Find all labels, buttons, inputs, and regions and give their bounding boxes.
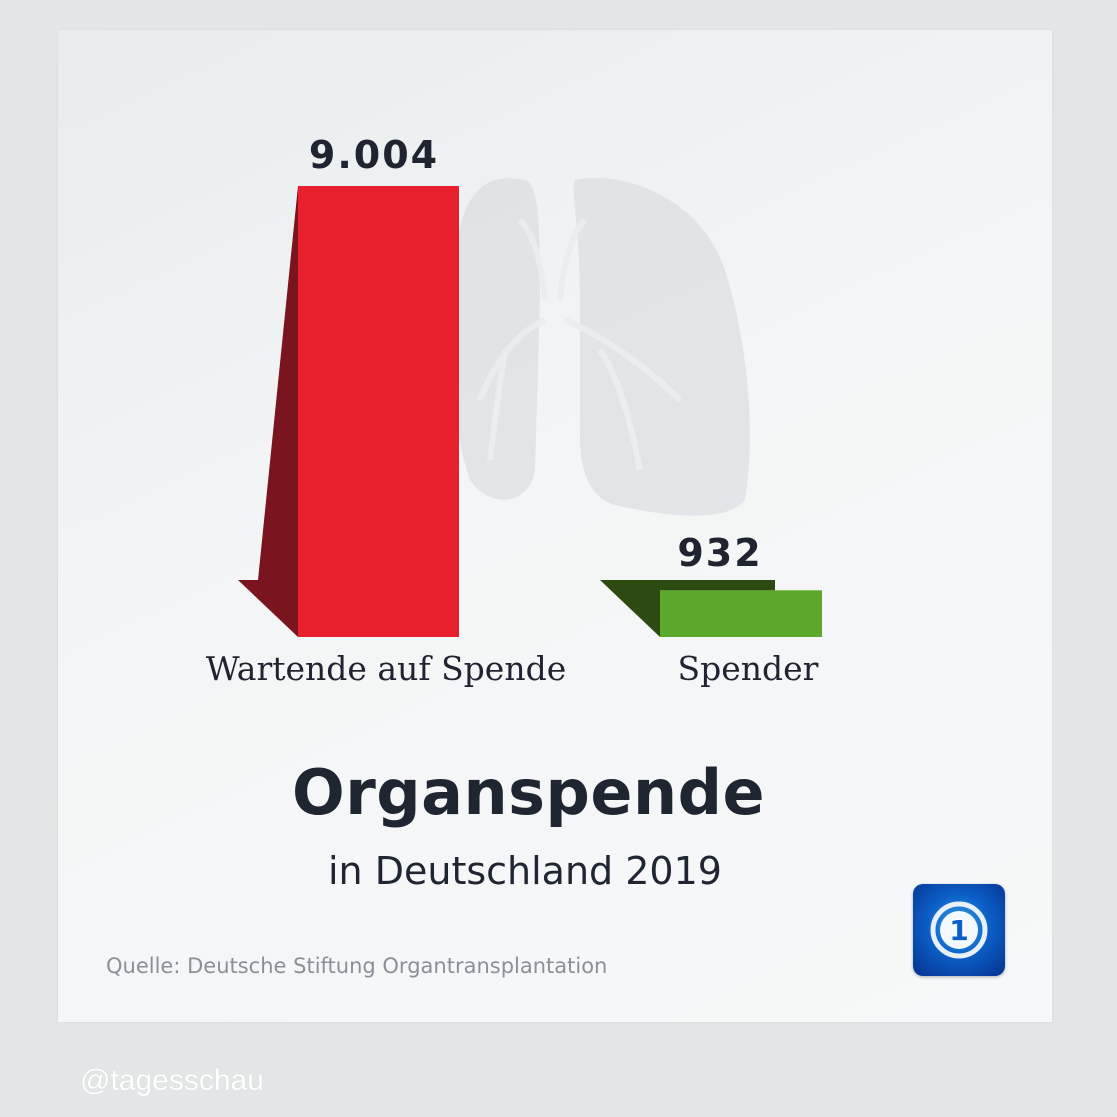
bars-group: 9.004 Wartende auf Spende 932 Spender	[206, 133, 822, 688]
category-label-0: Wartende auf Spende	[206, 649, 567, 688]
logo-text: 1	[949, 914, 968, 947]
infographic-card	[58, 30, 1052, 1022]
bar-shadow-0	[238, 186, 298, 637]
tagesschau-logo-icon: 1	[913, 884, 1005, 976]
bar-0	[298, 186, 459, 637]
chart-title: Organspende	[292, 756, 766, 829]
source-handle: @tagesschau	[80, 1064, 264, 1097]
value-label-0: 9.004	[309, 133, 439, 177]
category-label-1: Spender	[678, 649, 819, 688]
source-note: Quelle: Deutsche Stiftung Organtransplan…	[106, 954, 608, 978]
lung-illustration	[450, 177, 750, 516]
value-label-1: 932	[677, 531, 762, 575]
chart-subtitle: in Deutschland 2019	[328, 849, 722, 893]
bar-1	[660, 590, 822, 637]
bar-shadow-1	[600, 580, 775, 637]
